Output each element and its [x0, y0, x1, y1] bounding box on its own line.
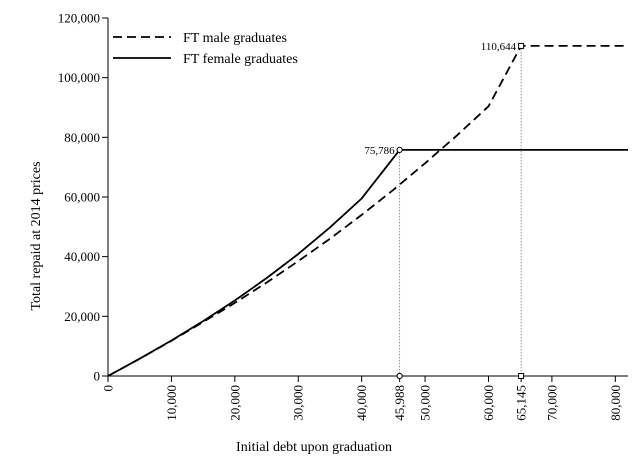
y-tick-label: 0	[94, 369, 101, 384]
x-tick-label: 50,000	[418, 385, 433, 421]
y-tick-label: 40,000	[64, 249, 100, 264]
annotation-x-label: 45,988	[392, 385, 407, 421]
annotation-y-label: 75,786	[364, 145, 395, 157]
x-tick-label: 10,000	[164, 385, 179, 421]
x-axis-title: Initial debt upon graduation	[236, 440, 392, 455]
annotation-y-label: 110,644	[481, 41, 517, 53]
x-tick-label: 0	[101, 385, 116, 392]
y-tick-label: 100,000	[58, 70, 100, 85]
legend: FT male graduates FT female graduates	[113, 31, 298, 67]
x-tick-label: 40,000	[354, 385, 369, 421]
y-tick-label: 120,000	[58, 11, 100, 26]
series-line-2	[107, 149, 628, 377]
x-tick-label: 60,000	[481, 385, 496, 421]
axis-marker	[396, 372, 403, 380]
y-tick-label: 60,000	[64, 190, 100, 205]
axis-marker	[518, 373, 525, 379]
annotation-markers: 75,786 110,644	[364, 41, 525, 380]
y-axis: 0 20,000 40,000 60,000 80,000 100,000 120,000	[58, 11, 109, 384]
peak-marker	[518, 42, 525, 49]
peak-marker	[396, 146, 403, 154]
annotation-x-label: 65,145	[514, 385, 529, 421]
legend-label-1: FT male graduates	[183, 31, 287, 46]
y-tick-label: 20,000	[64, 309, 100, 324]
series-lines	[107, 45, 628, 377]
x-tick-label: 30,000	[291, 385, 306, 421]
x-axis: 0 10,000 20,000 30,000 40,000 50,000 60,000 70,…	[101, 375, 628, 421]
y-tick-label: 80,000	[64, 130, 100, 145]
x-tick-label: 70,000	[544, 385, 559, 421]
legend-label-2: FT female graduates	[183, 52, 298, 67]
y-axis-title: Total repaid at 2014 prices	[29, 161, 44, 310]
series-line-1	[107, 45, 628, 377]
x-tick-label: 20,000	[227, 385, 242, 421]
annotation-guides	[399, 45, 522, 376]
x-tick-label: 80,000	[608, 385, 623, 421]
